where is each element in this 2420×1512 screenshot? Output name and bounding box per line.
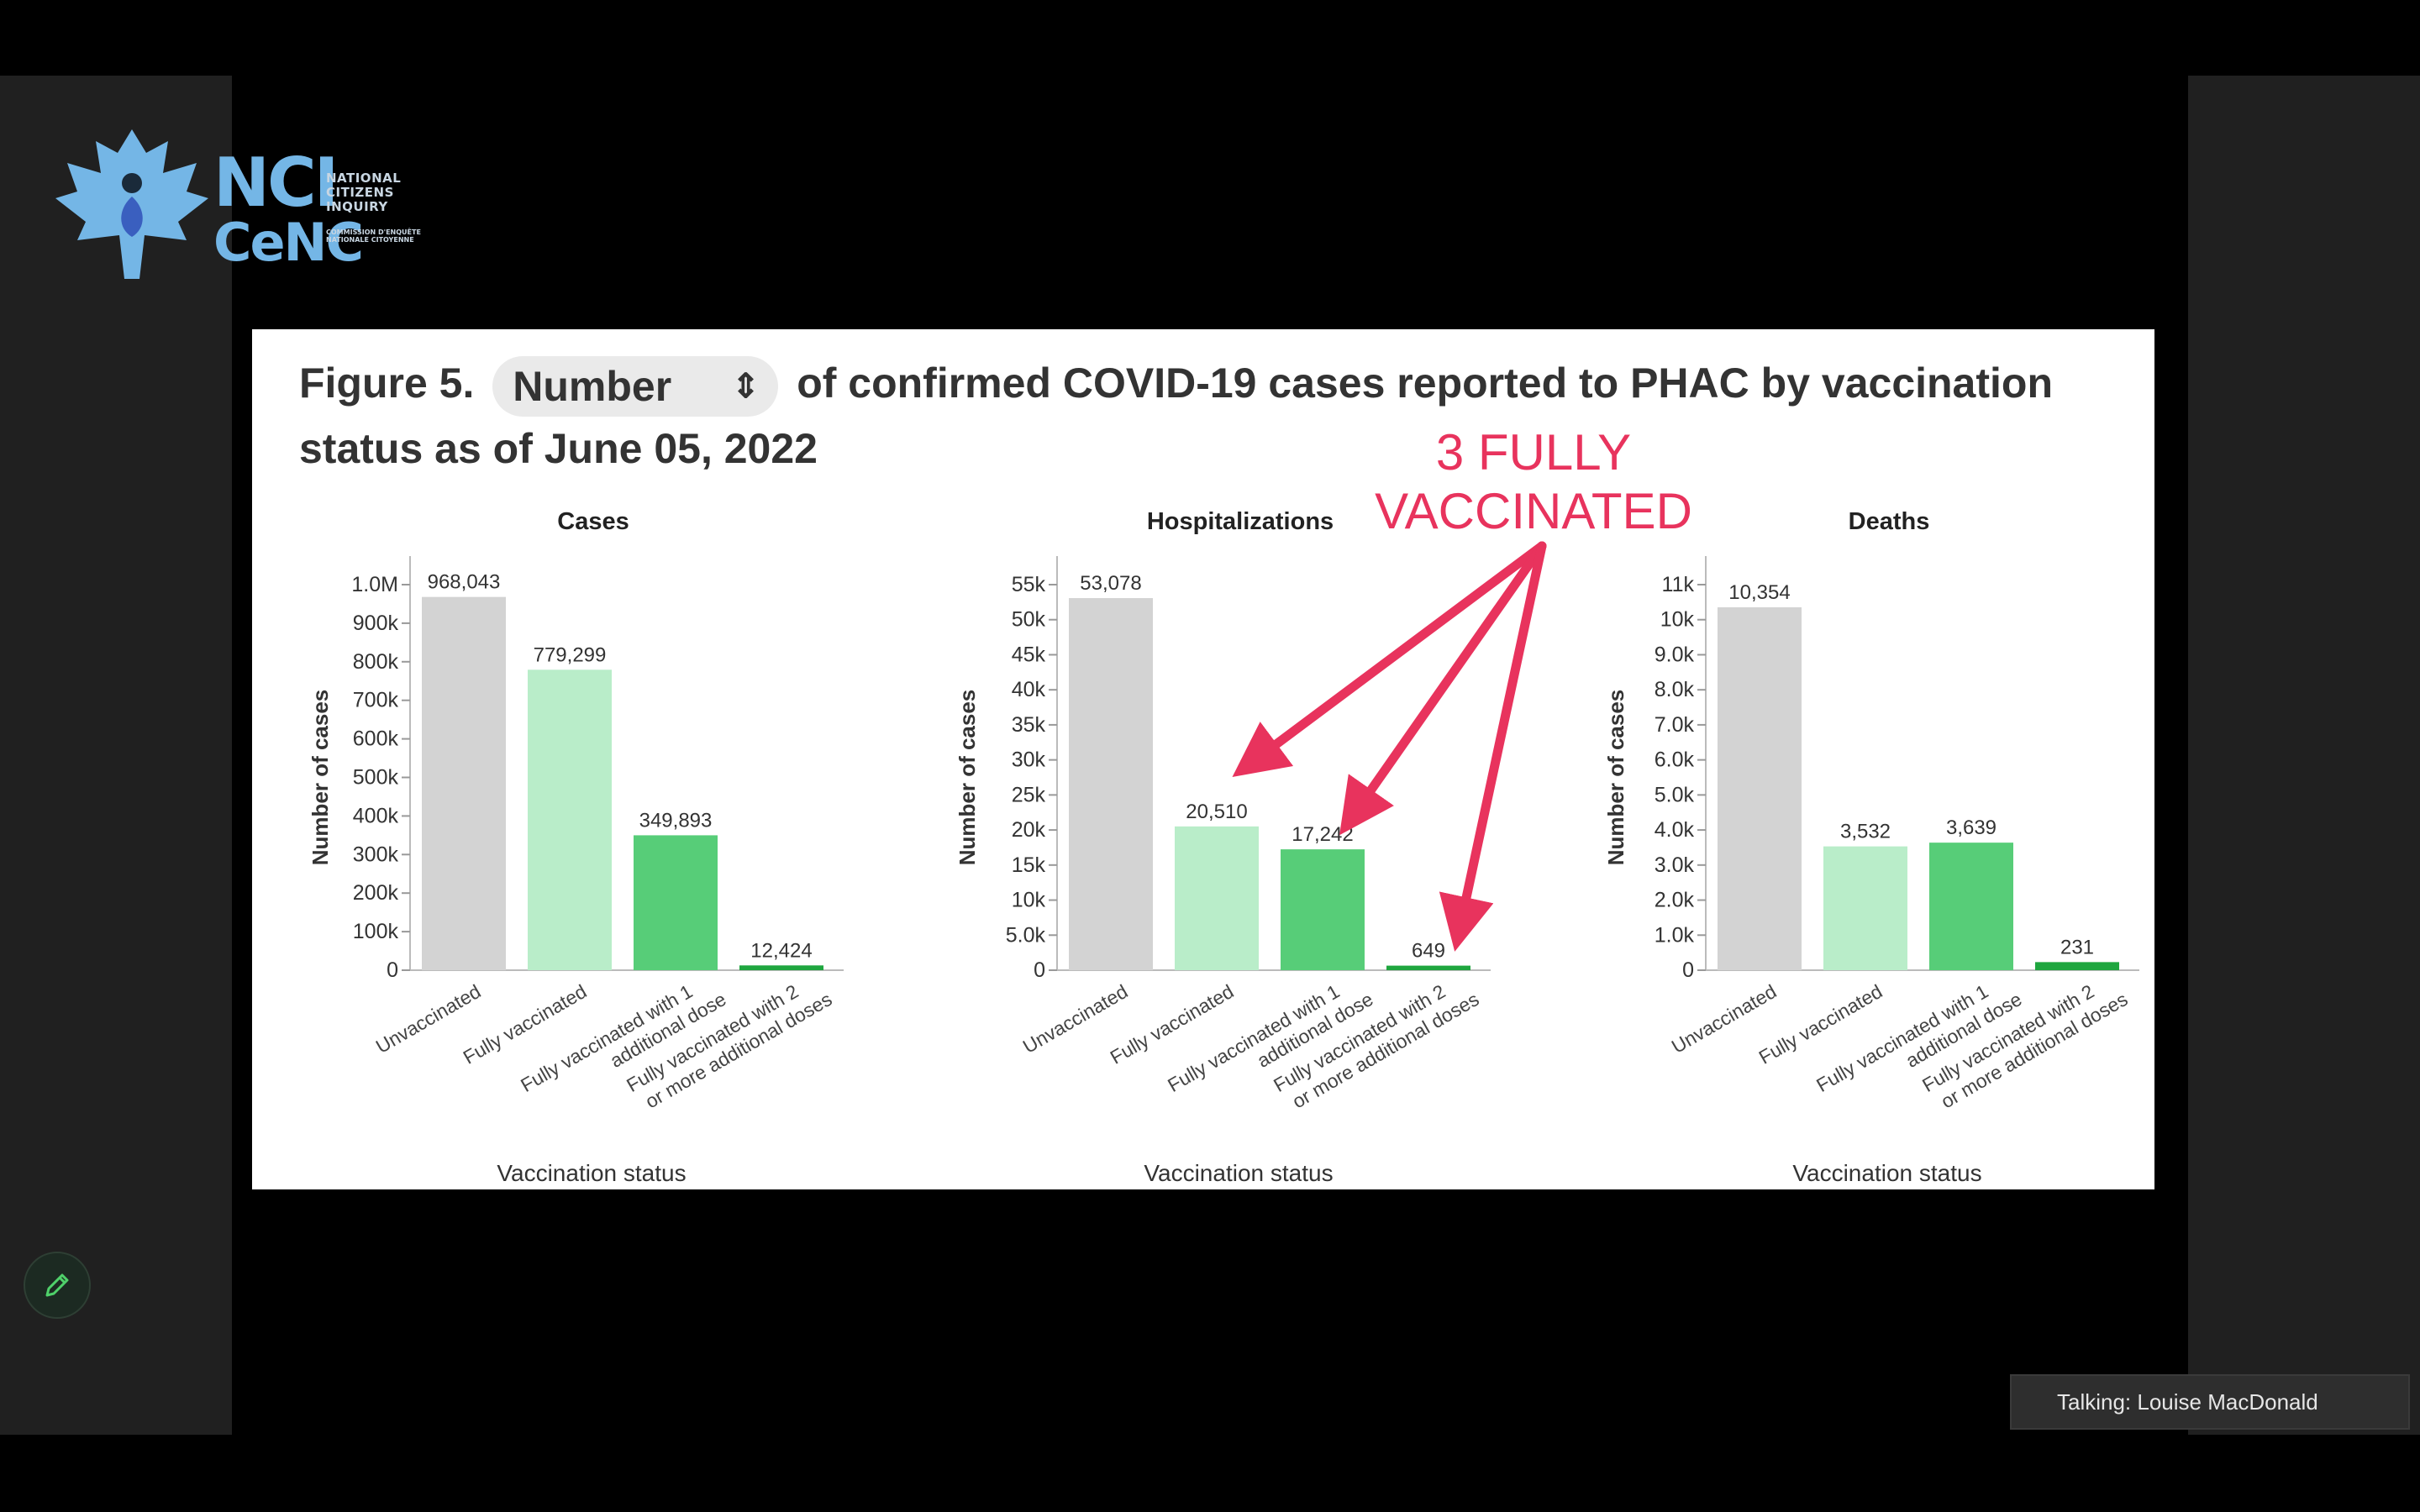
x-axis-label: Vaccination status	[497, 1160, 686, 1186]
shared-slide: Figure 5. Number ⇕ of confirmed COVID-19…	[252, 329, 2154, 1189]
y-axis-label: Number of cases	[955, 690, 980, 866]
y-tick-label: 0	[1034, 958, 1045, 982]
annotation-arrows	[1232, 541, 1547, 952]
annotation-arrow	[1232, 541, 1547, 777]
charts-svg: Cases 0 100k 200k 300k 400k 500k 600k 700k 800k 90…	[308, 508, 2139, 1186]
bar	[1718, 606, 1802, 970]
y-tick-label: 10k	[1660, 608, 1695, 632]
y-tick-label: 500k	[353, 766, 399, 790]
y-tick-label: 4.0k	[1655, 818, 1695, 842]
y-tick-label: 3.0k	[1655, 853, 1695, 877]
y-tick-label: 200k	[353, 881, 399, 905]
y-tick-label: 30k	[1012, 748, 1046, 772]
y-tick-label: 7.0k	[1655, 713, 1695, 737]
annotation-text: 3 FULLY VACCINATED	[1375, 424, 1692, 539]
bar-value-label: 3,532	[1840, 821, 1891, 843]
up-down-chevron-icon: ⇕	[731, 367, 760, 405]
left-sidebar-panel	[0, 76, 232, 1435]
y-tick-label: 100k	[353, 920, 399, 943]
bar-value-label: 649	[1412, 940, 1445, 963]
bar	[2035, 962, 2119, 970]
y-tick-label: 11k	[1662, 573, 1695, 596]
x-axis-label: Vaccination status	[1144, 1160, 1333, 1186]
y-tick-label: 8.0k	[1655, 678, 1695, 701]
chart-title: Hospitalizations	[1147, 508, 1334, 535]
bar	[1823, 846, 1907, 970]
nci-logo: NCI CeNC NATIONAL CITIZENS INQUIRY COMMI…	[52, 129, 430, 289]
y-tick-label: 10k	[1012, 889, 1046, 912]
bar-value-label: 3,639	[1946, 816, 1996, 839]
right-sidebar-panel	[2188, 76, 2420, 1435]
y-tick-label: 50k	[1012, 608, 1046, 632]
y-axis-label: Number of cases	[1603, 690, 1628, 866]
y-tick-label: 700k	[353, 689, 399, 712]
metric-selector[interactable]: Number ⇕	[492, 355, 779, 417]
y-tick-label: 0	[1682, 958, 1694, 982]
figure-title-prefix: Figure 5.	[299, 360, 475, 407]
bar	[528, 669, 612, 970]
y-tick-label: 35k	[1012, 713, 1046, 737]
bar-value-label: 968,043	[428, 571, 501, 594]
pencil-icon[interactable]	[24, 1252, 91, 1319]
logo-abbr-fr: CeNC	[213, 212, 364, 273]
pencil-glyph	[45, 1273, 69, 1297]
logo-name-en: NATIONAL CITIZENS INQUIRY	[326, 171, 402, 214]
y-tick-label: 600k	[353, 727, 399, 751]
bar-value-label: 779,299	[534, 643, 607, 666]
chart-title: Cases	[557, 508, 629, 535]
bar	[739, 965, 823, 970]
talking-indicator: Talking: Louise MacDonald	[2010, 1374, 2410, 1430]
y-tick-label: 5.0k	[1655, 783, 1695, 806]
bar	[1175, 826, 1259, 970]
annotation-arrow	[1339, 541, 1547, 836]
bar-value-label: 349,893	[639, 809, 713, 832]
y-tick-label: 2.0k	[1655, 889, 1695, 912]
y-tick-label: 6.0k	[1655, 748, 1695, 772]
bar-value-label: 53,078	[1080, 572, 1141, 595]
y-tick-label: 300k	[353, 843, 399, 866]
y-tick-label: 1.0M	[351, 573, 398, 596]
y-tick-label: 9.0k	[1655, 643, 1695, 666]
figure-title: Figure 5. Number ⇕ of confirmed COVID-19…	[299, 351, 2131, 480]
y-tick-label: 45k	[1012, 643, 1046, 666]
bar	[1386, 965, 1470, 970]
bar-value-label: 231	[2060, 936, 2094, 958]
chart-title: Deaths	[1849, 508, 1930, 535]
y-tick-label: 55k	[1012, 573, 1046, 596]
metric-selector-value: Number	[513, 362, 672, 410]
bar-value-label: 10,354	[1728, 581, 1790, 604]
maple-leaf-icon	[55, 129, 208, 279]
logo-name-fr: COMMISSION D'ENQUÊTE NATIONALE CITOYENNE	[326, 228, 421, 244]
bar	[422, 596, 506, 970]
y-tick-label: 0	[387, 958, 398, 982]
y-tick-label: 900k	[353, 612, 399, 635]
bar	[1069, 598, 1153, 970]
y-tick-label: 800k	[353, 650, 399, 674]
y-tick-label: 15k	[1012, 853, 1046, 877]
y-tick-label: 40k	[1012, 678, 1046, 701]
y-tick-label: 1.0k	[1655, 923, 1695, 947]
x-axis-label: Vaccination status	[1792, 1160, 1981, 1186]
bar-value-label: 20,510	[1186, 801, 1247, 823]
bar	[634, 835, 718, 970]
y-tick-label: 20k	[1012, 818, 1046, 842]
bar-value-label: 17,242	[1292, 823, 1353, 846]
bar	[1281, 849, 1365, 970]
y-tick-label: 400k	[353, 804, 399, 827]
bar-value-label: 12,424	[750, 939, 812, 962]
annotation-arrow	[1439, 541, 1547, 952]
y-axis-label: Number of cases	[308, 690, 333, 866]
y-tick-label: 5.0k	[1006, 923, 1046, 947]
figure-title-suffix: of confirmed COVID-19 cases reported to …	[299, 360, 2053, 472]
logo-abbr-en: NCI	[213, 144, 339, 222]
y-tick-label: 25k	[1012, 783, 1046, 806]
bar	[1929, 843, 2013, 970]
